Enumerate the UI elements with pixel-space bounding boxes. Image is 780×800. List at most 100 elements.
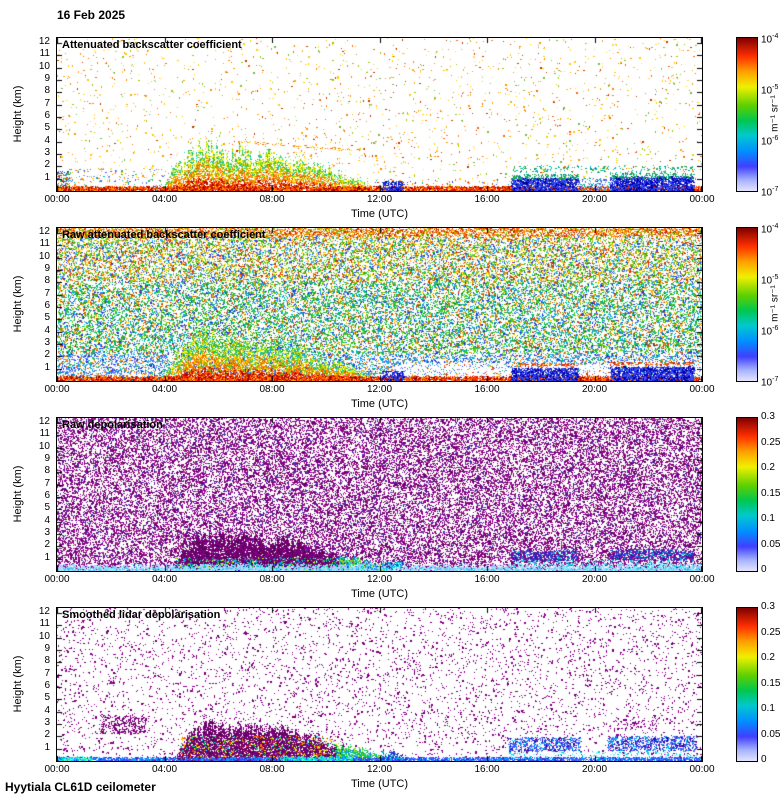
colorbar: [736, 417, 758, 572]
plot-area: Raw attenuated backscatter coefficient: [56, 227, 703, 382]
y-tick-label: 8: [44, 655, 50, 667]
y-tick-label: 3: [44, 716, 50, 728]
y-tick-label: 9: [44, 642, 50, 654]
y-tick-label: 8: [44, 85, 50, 97]
colorbar-tick-label: 0.2: [761, 462, 775, 473]
x-tick-label: 16:00: [474, 764, 500, 775]
heatmap-canvas: [57, 418, 702, 571]
colorbar-tick-label: 10-6: [761, 325, 779, 338]
date-label: 16 Feb 2025: [57, 8, 126, 22]
y-tick-label: 2: [44, 159, 50, 171]
y-tick-label: 11: [39, 428, 50, 440]
y-tick-label: 4: [44, 324, 50, 336]
y-tick-label: 11: [39, 48, 50, 60]
y-tick-label: 10: [38, 60, 50, 72]
x-tick-label: 00:00: [689, 574, 715, 585]
y-tick-label: 9: [44, 72, 50, 84]
y-tick-label: 6: [44, 109, 50, 121]
colorbar-tick-label: 10-5: [761, 274, 779, 287]
colorbar-canvas: [737, 228, 757, 381]
x-tick-label: 20:00: [581, 574, 608, 585]
y-tick-label: 8: [44, 465, 50, 477]
x-tick-label: 08:00: [259, 764, 285, 775]
colorbar: [736, 607, 758, 762]
x-tick-label: 00:00: [44, 194, 70, 205]
colorbar-tick-label: 10-4: [761, 223, 779, 236]
x-axis-label: Time (UTC): [350, 778, 409, 790]
plot-area: Attenuated backscatter coefficient: [56, 37, 703, 192]
panel-title: Smoothed lidar depolarisation: [62, 609, 221, 621]
y-tick-label: 10: [38, 630, 50, 642]
x-tick-label: 08:00: [259, 194, 285, 205]
panel-smoothed-lidar-depolarisation: Smoothed lidar depolarisation Height (km…: [0, 601, 780, 797]
plot-area: Raw depolarisation: [56, 417, 703, 572]
x-axis-label: Time (UTC): [350, 588, 409, 600]
y-tick-label: 6: [44, 489, 50, 501]
colorbar-tick-label: 0: [761, 754, 767, 765]
y-tick-label: 2: [44, 349, 50, 361]
colorbar-tick-label: 0.3: [761, 411, 775, 422]
colorbar: [736, 227, 758, 382]
y-tick-label: 6: [44, 299, 50, 311]
y-tick-label: 7: [44, 477, 50, 489]
x-tick-label: 00:00: [689, 764, 715, 775]
panel-title: Raw attenuated backscatter coefficient: [62, 229, 266, 241]
y-tick-label: 1: [44, 171, 50, 183]
x-tick-label: 12:00: [366, 574, 393, 585]
x-tick-label: 08:00: [259, 574, 285, 585]
colorbar: [736, 37, 758, 192]
y-tick-label: 4: [44, 514, 50, 526]
y-tick-label: 1: [44, 361, 50, 373]
y-tick-label: 11: [39, 238, 50, 250]
colorbar-tick-label: 10-5: [761, 84, 779, 97]
y-tick-label: 7: [44, 287, 50, 299]
panel-title: Raw depolarisation: [62, 419, 163, 431]
x-tick-label: 04:00: [151, 384, 178, 395]
y-tick-label: 12: [38, 35, 50, 47]
colorbar-tick-label: 0.15: [761, 677, 780, 689]
y-tick-label: 2: [44, 729, 50, 741]
x-tick-label: 20:00: [581, 194, 608, 205]
y-tick-label: 4: [44, 134, 50, 146]
x-tick-label: 20:00: [581, 384, 608, 395]
x-tick-label: 12:00: [366, 384, 393, 395]
y-tick-label: 8: [44, 275, 50, 287]
y-tick-label: 3: [44, 336, 50, 348]
x-tick-label: 00:00: [44, 574, 70, 585]
x-tick-label: 00:00: [44, 384, 70, 395]
y-tick-label: 3: [44, 146, 50, 158]
x-axis-label: Time (UTC): [350, 398, 409, 410]
panel-raw-depolarisation: Raw depolarisation Height (km) Time (UTC…: [0, 411, 780, 607]
panel-attenuated-backscatter: Attenuated backscatter coefficient Heigh…: [0, 33, 780, 227]
y-tick-label: 11: [39, 618, 50, 630]
y-tick-label: 12: [38, 415, 50, 427]
y-tick-label: 7: [44, 97, 50, 109]
colorbar-tick-label: 0.05: [761, 728, 780, 740]
x-tick-label: 04:00: [151, 574, 178, 585]
y-tick-label: 10: [38, 250, 50, 262]
x-tick-label: 16:00: [474, 574, 500, 585]
y-tick-label: 9: [44, 452, 50, 464]
colorbar-tick-label: 0.25: [761, 436, 780, 448]
x-tick-label: 00:00: [44, 764, 70, 775]
colorbar-canvas: [737, 608, 757, 761]
colorbar-tick-label: 0.2: [761, 652, 775, 663]
y-tick-label: 5: [44, 312, 50, 324]
colorbar-canvas: [737, 38, 757, 191]
colorbar-tick-label: 0.1: [761, 703, 775, 714]
colorbar-tick-label: 0.05: [761, 538, 780, 550]
y-tick-label: 12: [38, 605, 50, 617]
x-tick-label: 16:00: [474, 384, 500, 395]
heatmap-canvas: [57, 608, 702, 761]
colorbar-tick-label: 0.3: [761, 601, 775, 612]
x-tick-label: 08:00: [259, 384, 285, 395]
x-tick-label: 04:00: [151, 764, 178, 775]
y-tick-label: 5: [44, 692, 50, 704]
colorbar-tick-label: 0: [761, 564, 767, 575]
y-tick-label: 2: [44, 539, 50, 551]
colorbar-tick-label: 10-7: [761, 186, 779, 199]
colorbar-tick-label: 10-6: [761, 135, 779, 148]
panel-title: Attenuated backscatter coefficient: [62, 39, 242, 51]
x-tick-label: 00:00: [689, 384, 715, 395]
